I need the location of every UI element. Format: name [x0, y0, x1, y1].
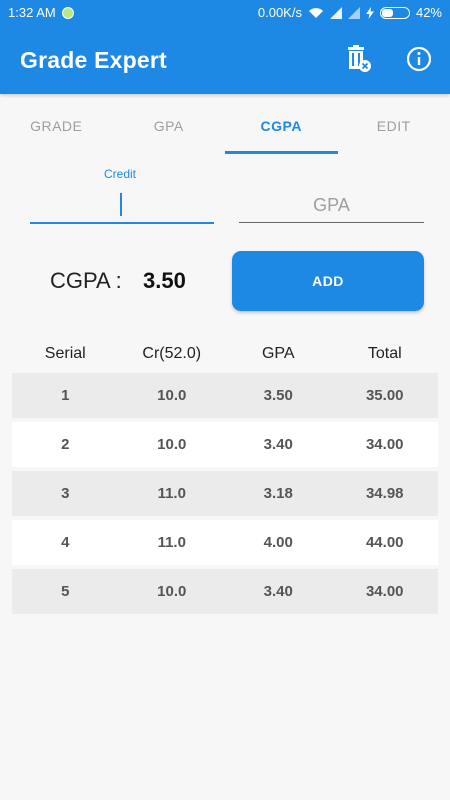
cell-credit: 11.0: [157, 534, 186, 551]
status-time: 1:32 AM: [8, 5, 56, 20]
cell-gpa: 3.40: [263, 436, 293, 453]
android-notification-icon: [61, 6, 74, 19]
signal-icon: [329, 6, 342, 19]
tab-edit[interactable]: EDIT: [376, 118, 411, 134]
status-bar: 1:32 AM 0.00K/s 42%: [0, 0, 450, 26]
cell-serial: 4: [61, 534, 70, 551]
battery-icon: [379, 6, 410, 19]
header-credit: Cr(52.0): [142, 345, 202, 362]
table-row[interactable]: 2 10.0 3.40 34.00: [12, 422, 438, 467]
table-row[interactable]: 1 10.0 3.50 35.00: [12, 373, 438, 418]
cell-total: 44.00: [365, 534, 404, 551]
table-row[interactable]: 3 11.0 3.18 34.98: [12, 471, 438, 516]
battery-percent: 42%: [415, 5, 442, 20]
cell-credit: 10.0: [157, 436, 187, 453]
table-row[interactable]: 4 11.0 4.00 44.00: [12, 520, 438, 565]
cell-serial: 3: [61, 485, 70, 502]
gpa-input[interactable]: [239, 188, 424, 223]
table-header: Serial Cr(52.0) GPA Total: [12, 335, 438, 373]
signal-icon-2: [347, 6, 360, 19]
wifi-icon: [308, 7, 323, 18]
add-button[interactable]: ADD: [232, 251, 424, 311]
charging-icon: [365, 6, 374, 19]
tab-bar: GRADE GPA CGPA EDIT: [0, 94, 450, 154]
cell-serial: 5: [61, 583, 70, 600]
delete-all-icon[interactable]: [344, 44, 374, 74]
table-row[interactable]: 5 10.0 3.40 34.00: [12, 569, 438, 614]
cell-credit: 10.0: [157, 387, 187, 404]
cell-credit: 11.0: [157, 485, 186, 502]
header-serial: Serial: [44, 345, 86, 362]
credit-label: Credit: [103, 167, 136, 181]
app-bar: Grade Expert: [0, 26, 450, 94]
tab-grade[interactable]: GRADE: [30, 118, 83, 134]
cgpa-label: CGPA :: [50, 268, 122, 293]
cell-serial: 1: [61, 387, 70, 404]
cell-gpa: 3.50: [263, 387, 293, 404]
cell-credit: 10.0: [157, 583, 187, 600]
app-title: Grade Expert: [20, 47, 167, 73]
credit-input[interactable]: [30, 188, 214, 224]
text-cursor: [120, 193, 122, 216]
header-gpa: GPA: [261, 345, 295, 362]
cgpa-value: 3.50: [143, 268, 186, 293]
cell-total: 34.00: [365, 583, 404, 600]
tab-gpa[interactable]: GPA: [153, 118, 184, 134]
cell-total: 35.00: [365, 387, 404, 404]
cell-serial: 2: [61, 436, 70, 453]
cell-gpa: 3.40: [263, 583, 293, 600]
cell-total: 34.98: [365, 485, 404, 502]
results-table: Serial Cr(52.0) GPA Total 1 10.0 3.50 35…: [12, 335, 438, 618]
tab-cgpa[interactable]: CGPA: [225, 94, 338, 154]
header-total: Total: [367, 345, 402, 362]
network-speed: 0.00K/s: [257, 5, 302, 20]
cell-total: 34.00: [365, 436, 404, 453]
cell-gpa: 4.00: [263, 534, 293, 551]
cell-gpa: 3.18: [263, 485, 293, 502]
info-icon[interactable]: [404, 44, 434, 74]
